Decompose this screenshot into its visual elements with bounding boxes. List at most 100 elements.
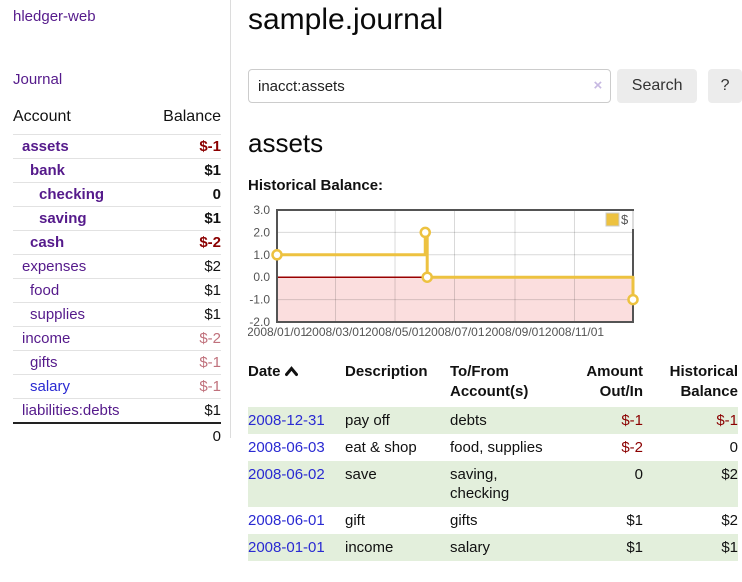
transaction-date-link[interactable]: 2008-06-03	[248, 439, 325, 456]
legend-swatch	[605, 212, 620, 227]
account-link[interactable]: assets	[22, 138, 69, 155]
x-axis-tick-label: 2008/03/01	[305, 325, 365, 339]
transaction-date-link[interactable]: 2008-12-31	[248, 412, 325, 429]
nav-journal-link[interactable]: Journal	[13, 71, 63, 88]
transaction-date-link[interactable]: 2008-01-01	[248, 539, 325, 556]
y-axis-tick-label: 3.0	[253, 203, 270, 217]
account-balance: $1	[147, 278, 221, 303]
account-link[interactable]: salary	[30, 378, 71, 395]
accounts-total-row: 0	[13, 422, 221, 449]
column-header-date[interactable]: Date	[248, 360, 345, 407]
help-button[interactable]: ?	[708, 69, 742, 103]
x-axis-tick-label: 2008/11/01	[545, 325, 604, 339]
transaction-row: 2008-01-01 income salary $1 $1	[248, 534, 738, 561]
account-row: cash $-2	[13, 230, 221, 255]
transaction-description: save	[345, 466, 377, 483]
account-balance: $-1	[147, 134, 221, 159]
transaction-date-link[interactable]: 2008-06-01	[248, 512, 325, 529]
transaction-balance: $2	[721, 466, 738, 483]
column-header-amount: Amount Out/In	[586, 363, 643, 400]
transaction-accounts: saving, checking	[450, 466, 510, 502]
transaction-amount: $1	[626, 512, 643, 529]
search-button[interactable]: Search	[617, 69, 698, 103]
accounts-header-account: Account	[13, 108, 71, 125]
transaction-accounts: food, supplies	[450, 439, 543, 456]
account-row: liabilities:debts $1	[13, 398, 221, 423]
app-title: hledger-web	[13, 8, 96, 25]
chart-border	[276, 209, 634, 323]
transaction-accounts: salary	[450, 539, 491, 556]
accounts-header-row: Account Balance	[13, 108, 221, 135]
clear-search-icon[interactable]: ×	[593, 77, 603, 94]
account-row: bank $1	[13, 158, 221, 183]
account-balance: $-1	[147, 350, 221, 375]
account-link[interactable]: liabilities:debts	[22, 402, 120, 419]
account-balance: $2	[147, 254, 221, 279]
register-header-row: Date Description To/From Account(s) Amou…	[248, 360, 738, 407]
account-heading: assets	[248, 128, 324, 158]
account-link[interactable]: food	[30, 282, 60, 299]
transaction-amount: $-1	[621, 412, 643, 429]
account-link[interactable]: saving	[39, 210, 87, 227]
chart-point-marker	[627, 293, 639, 306]
account-row: supplies $1	[13, 302, 221, 327]
chart-label: Historical Balance:	[248, 177, 384, 194]
transaction-amount: 0	[634, 466, 643, 483]
transaction-balance: 0	[729, 439, 738, 456]
account-link[interactable]: cash	[30, 234, 65, 251]
y-axis-tick-label: 0.0	[253, 270, 270, 284]
chart-point-marker	[271, 249, 283, 261]
account-balance: $-2	[147, 230, 221, 255]
account-row: gifts $-1	[13, 350, 221, 375]
y-axis-tick-label: 2.0	[253, 225, 270, 239]
transaction-description: eat & shop	[345, 439, 417, 456]
transaction-date-link[interactable]: 2008-06-02	[248, 466, 325, 483]
account-row: saving $1	[13, 206, 221, 231]
x-axis-tick-label: 2008/07/01	[424, 325, 484, 339]
account-link[interactable]: supplies	[30, 306, 86, 323]
transaction-balance: $1	[721, 539, 738, 556]
x-axis-tick-label: 2008/05/01	[365, 325, 425, 339]
account-row: checking 0	[13, 182, 221, 207]
column-header-balance: Historical Balance	[669, 363, 738, 400]
account-row: salary $-1	[13, 374, 221, 399]
transaction-amount: $1	[626, 539, 643, 556]
transaction-accounts: gifts	[450, 512, 478, 529]
register-table: Date Description To/From Account(s) Amou…	[248, 360, 738, 561]
legend-label: $	[621, 212, 629, 227]
search-input[interactable]	[248, 69, 612, 103]
account-link[interactable]: bank	[30, 162, 66, 179]
y-axis-tick-label: -1.0	[249, 293, 270, 307]
account-link[interactable]: gifts	[30, 354, 58, 371]
account-link[interactable]: checking	[39, 186, 105, 203]
transaction-description: income	[345, 539, 394, 556]
main-content: sample.journal × Search ? assets Histori…	[248, 0, 742, 561]
account-link[interactable]: expenses	[22, 258, 87, 275]
transaction-description: pay off	[345, 412, 390, 429]
accounts-table: Account Balance assets $-1 bank $1 check…	[13, 108, 221, 449]
account-link[interactable]: income	[22, 330, 71, 347]
sidebar: hledger-web Journal Account Balance asse…	[0, 0, 231, 449]
column-header-accounts: To/From Account(s)	[450, 363, 529, 400]
chart-point-marker	[421, 271, 433, 283]
account-balance: $1	[147, 206, 221, 231]
y-axis-tick-label: -2.0	[249, 315, 270, 329]
account-balance: $-2	[147, 326, 221, 351]
transaction-row: 2008-06-01 gift gifts $1 $2	[248, 507, 738, 534]
transaction-balance: $2	[721, 512, 738, 529]
search-form: × Search ?	[248, 69, 742, 103]
x-axis-tick-label: 2008/01/01	[248, 325, 307, 339]
x-axis-tick-label: 2008/09/01	[485, 325, 545, 339]
account-row: expenses $2	[13, 254, 221, 279]
chart-negative-region	[277, 277, 633, 322]
account-row: assets $-1	[13, 134, 221, 159]
chart-point-marker	[419, 226, 432, 239]
transaction-row: 2008-06-03 eat & shop food, supplies $-2…	[248, 434, 738, 461]
page-title: sample.journal	[248, 3, 444, 36]
account-balance: $1	[147, 302, 221, 327]
transaction-accounts: debts	[450, 412, 487, 429]
accounts-header-balance: Balance	[163, 108, 221, 125]
transaction-balance: $-1	[716, 412, 738, 429]
transaction-amount: $-2	[621, 439, 643, 456]
account-row: food $1	[13, 278, 221, 303]
